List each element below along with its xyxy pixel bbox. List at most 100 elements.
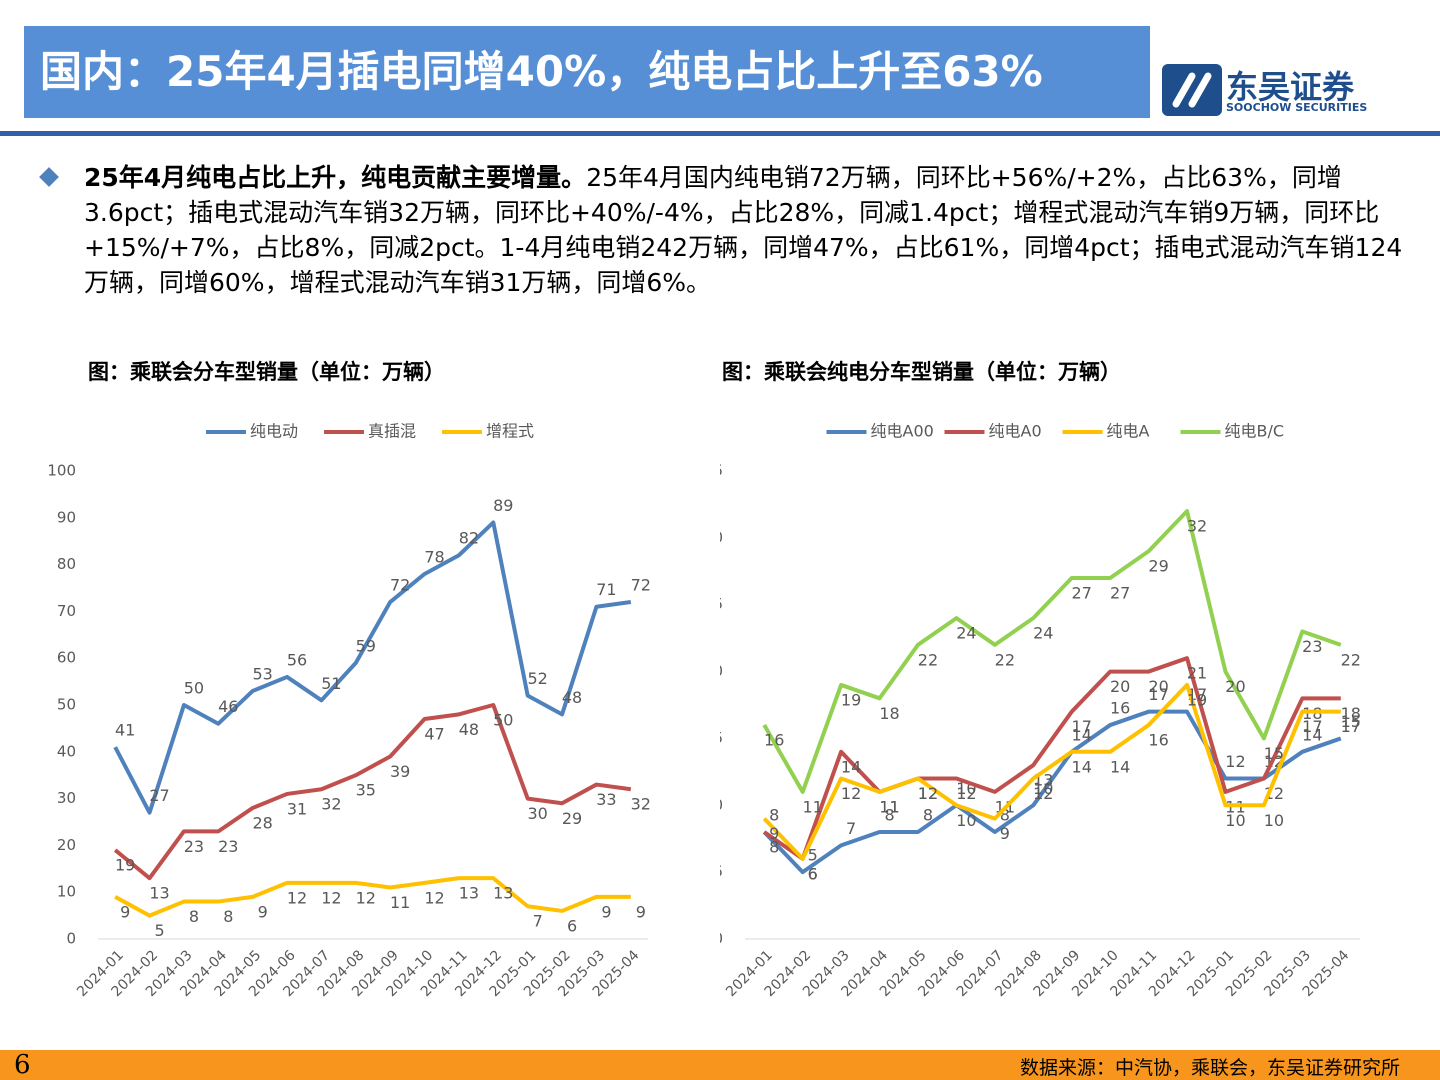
data-label: 24: [1033, 624, 1053, 643]
data-label: 14: [1110, 757, 1130, 776]
data-label: 12: [356, 888, 376, 907]
bullet: [39, 167, 59, 187]
data-label: 32: [1187, 517, 1207, 536]
legend-label: 纯电B/C: [1225, 422, 1285, 441]
data-label: 71: [596, 580, 616, 599]
data-label: 24: [956, 624, 976, 643]
data-label: 17: [1072, 717, 1092, 736]
header-rule: [0, 131, 1440, 136]
data-label: 13: [149, 884, 169, 903]
legend-label: 纯电动: [250, 422, 298, 441]
y-tick-label: 100: [47, 462, 76, 480]
data-label: 12: [841, 784, 861, 803]
data-label: 29: [562, 809, 582, 828]
data-label: 8: [884, 806, 894, 825]
data-label: 20: [1110, 677, 1130, 696]
body-text: 25年4月纯电占比上升，纯电贡献主要增量。25年4月国内纯电销72万辆，同环比+…: [84, 160, 1404, 300]
data-label: 72: [631, 576, 651, 595]
data-label: 19: [1187, 690, 1207, 709]
page-number: 6: [14, 1050, 31, 1080]
series-line: [762, 709, 1342, 875]
data-label: 12: [287, 888, 307, 907]
data-label: 29: [1148, 557, 1168, 576]
y-tick-label: 20: [720, 662, 723, 680]
logo-subtitle: SOOCHOW SECURITIES: [1226, 101, 1368, 114]
data-label: 10: [956, 811, 976, 830]
data-label: 39: [390, 762, 410, 781]
data-label: 32: [321, 795, 341, 814]
data-label: 11: [802, 797, 822, 816]
data-label: 18: [1341, 704, 1361, 723]
data-label: 33: [596, 790, 616, 809]
data-label: 6: [808, 864, 818, 883]
chart: 图：乘联会分车型销量（单位：万辆） 0 10 20 30 40 50 60 70 80 90 100 2…: [47, 360, 651, 1000]
chart-title: 图：乘联会纯电分车型销量（单位：万辆）: [722, 360, 1121, 384]
data-label: 8: [189, 907, 199, 926]
series-line: [113, 520, 632, 815]
data-label: 11: [390, 893, 410, 912]
chart-title: 图：乘联会分车型销量（单位：万辆）: [88, 360, 445, 384]
data-label: 82: [459, 529, 479, 548]
data-label: 14: [1072, 725, 1092, 744]
y-tick-label: 30: [720, 528, 723, 546]
data-label: 22: [1341, 650, 1361, 669]
data-label: 21: [1187, 664, 1207, 683]
data-label: 23: [184, 837, 204, 856]
logo-name: 东吴证券: [1226, 68, 1355, 106]
data-label: 8: [769, 838, 779, 857]
data-label: 20: [1225, 677, 1245, 696]
data-label: 51: [321, 674, 341, 693]
data-label: 7: [846, 819, 856, 838]
legend-label: 纯电A00: [871, 422, 934, 441]
data-label: 14: [1302, 725, 1322, 744]
data-label: 48: [459, 720, 479, 739]
data-label: 12: [321, 888, 341, 907]
data-label: 48: [562, 688, 582, 707]
data-label: 9: [258, 902, 268, 921]
data-label: 17: [1341, 717, 1361, 736]
body-bold: 25年4月纯电占比上升，纯电贡献主要增量。: [84, 163, 587, 192]
y-tick-label: 10: [720, 796, 723, 814]
data-label: 53: [253, 664, 273, 683]
y-tick-label: 60: [57, 649, 76, 667]
data-label: 17: [1148, 685, 1168, 704]
data-label: 9: [636, 902, 646, 921]
data-label: 11: [879, 797, 899, 816]
series-line: [113, 703, 632, 881]
data-label: 56: [287, 650, 307, 669]
data-label: 16: [1148, 731, 1168, 750]
y-tick-label: 10: [57, 883, 76, 901]
y-tick-label: 25: [720, 595, 723, 613]
data-label: 8: [769, 806, 779, 825]
data-label: 50: [493, 711, 513, 730]
footer-bar: [0, 1050, 1440, 1080]
data-label: 5: [808, 846, 818, 865]
data-label: 9: [601, 902, 611, 921]
data-label: 22: [995, 650, 1015, 669]
data-label: 31: [287, 799, 307, 818]
data-label: 18: [879, 704, 899, 723]
data-label: 27: [1110, 583, 1130, 602]
data-label: 22: [918, 650, 938, 669]
legend-label: 纯电A0: [989, 422, 1042, 441]
legend-label: 纯电A: [1107, 422, 1150, 441]
y-tick-label: 0: [720, 930, 723, 948]
data-label: 89: [493, 496, 513, 515]
series-line: [762, 509, 1342, 794]
y-tick-label: 0: [66, 930, 76, 948]
slide-title: 国内：25年4月插电同增40%，纯电占比上升至63%: [24, 26, 1150, 118]
body-rest: 25年4月国内纯电销72万辆，同环比+56%/+2%，占比63%，同增3.6pc…: [84, 163, 1403, 297]
data-label: 27: [1072, 583, 1092, 602]
data-label: 35: [356, 781, 376, 800]
data-label: 14: [841, 757, 861, 776]
y-tick-label: 20: [57, 836, 76, 854]
data-label: 5: [154, 921, 164, 940]
y-tick-label: 90: [57, 508, 76, 526]
data-label: 12: [918, 784, 938, 803]
data-label: 23: [218, 837, 238, 856]
data-label: 8: [1000, 806, 1010, 825]
y-tick-label: 70: [57, 602, 76, 620]
data-label: 28: [253, 813, 273, 832]
data-label: 50: [184, 679, 204, 698]
